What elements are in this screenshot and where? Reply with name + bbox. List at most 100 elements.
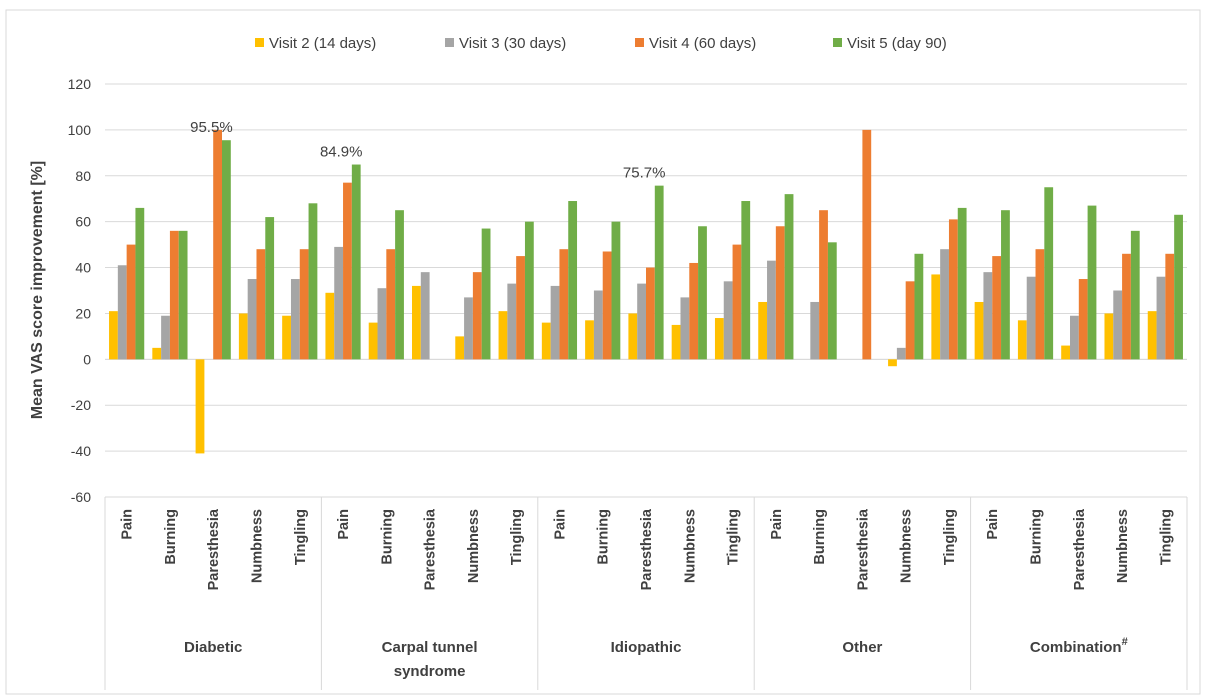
y-tick-label: 40 bbox=[75, 260, 91, 276]
bar bbox=[161, 315, 170, 360]
bar bbox=[1174, 214, 1183, 360]
bar bbox=[1070, 315, 1079, 360]
bar bbox=[213, 129, 222, 360]
bar bbox=[516, 256, 525, 360]
bar bbox=[593, 290, 603, 360]
bar bbox=[611, 221, 621, 360]
x-tick-label: Tingling bbox=[726, 509, 742, 565]
bar bbox=[368, 322, 378, 360]
bar bbox=[377, 288, 387, 360]
group-label: Carpal tunnel syndrome bbox=[382, 639, 478, 680]
bar bbox=[126, 244, 136, 360]
bar bbox=[602, 251, 612, 360]
bars bbox=[109, 129, 1183, 454]
y-tick-label: 0 bbox=[83, 351, 91, 367]
bar bbox=[420, 272, 430, 360]
legend-label: Visit 4 (60 days) bbox=[649, 35, 756, 52]
group-label-line: syndrome bbox=[394, 663, 466, 680]
bar bbox=[689, 262, 699, 360]
bar bbox=[974, 301, 984, 360]
bar bbox=[1044, 187, 1054, 360]
bar bbox=[940, 249, 949, 360]
x-tick-label: Paresthesia bbox=[639, 508, 655, 590]
bar bbox=[741, 201, 751, 360]
bar bbox=[135, 207, 145, 360]
bar bbox=[550, 285, 560, 360]
bar bbox=[282, 315, 291, 360]
bar bbox=[931, 274, 941, 360]
y-tick-label: 80 bbox=[75, 168, 91, 184]
bar bbox=[256, 249, 266, 360]
x-tick-label: Numbness bbox=[682, 509, 698, 583]
group-label: Diabetic bbox=[184, 639, 242, 656]
bar bbox=[1001, 210, 1010, 360]
bar bbox=[775, 226, 785, 360]
x-tick-label: Burning bbox=[596, 509, 612, 565]
x-tick-label: Pain bbox=[336, 509, 352, 540]
bar bbox=[637, 283, 646, 360]
data-label: 75.7% bbox=[623, 165, 666, 182]
x-tick-label: Burning bbox=[163, 509, 179, 565]
bar bbox=[117, 265, 127, 360]
bar bbox=[1113, 290, 1123, 360]
legend-swatch bbox=[445, 38, 454, 47]
bar bbox=[265, 217, 275, 360]
bar bbox=[671, 324, 681, 360]
x-tick-label: Numbness bbox=[466, 509, 482, 583]
x-tick-label: Tingling bbox=[509, 509, 525, 565]
bar bbox=[308, 203, 318, 360]
bar bbox=[723, 281, 733, 360]
bar bbox=[169, 230, 179, 360]
data-label: 95.5% bbox=[190, 119, 233, 136]
bar bbox=[1078, 279, 1088, 360]
x-tick-label: Tingling bbox=[1158, 509, 1174, 565]
x-axis: Pain Burning Paresthesia Numbness Tingling Di… bbox=[104, 497, 1188, 690]
x-tick-label: Pain bbox=[120, 509, 136, 540]
legend-label: Visit 5 (day 90) bbox=[847, 35, 947, 52]
y-tick-label: 120 bbox=[68, 76, 92, 92]
bar bbox=[628, 313, 638, 360]
bar bbox=[559, 249, 569, 360]
bar bbox=[498, 311, 508, 360]
x-tick-label: Paresthesia bbox=[423, 508, 439, 590]
x-tick-label: Numbness bbox=[1115, 509, 1131, 583]
x-tick-label: Tingling bbox=[293, 509, 309, 565]
legend-label: Visit 2 (14 days) bbox=[269, 35, 376, 52]
bar bbox=[905, 281, 915, 360]
bar bbox=[646, 267, 655, 360]
x-tick-label: Tingling bbox=[942, 509, 958, 565]
bar bbox=[862, 129, 872, 360]
x-tick-label: Pain bbox=[769, 509, 785, 540]
x-tick-label: Numbness bbox=[899, 509, 915, 583]
y-tick-label: -60 bbox=[71, 489, 91, 505]
bar bbox=[810, 301, 820, 360]
bar bbox=[1035, 249, 1045, 360]
bar bbox=[568, 201, 578, 360]
bar bbox=[714, 318, 724, 360]
bar bbox=[983, 272, 993, 360]
bar bbox=[455, 336, 465, 360]
x-tick-label: Burning bbox=[1029, 509, 1045, 565]
legend-swatch bbox=[255, 38, 264, 47]
x-tick-label: Numbness bbox=[249, 509, 265, 583]
bar bbox=[238, 313, 248, 360]
bar bbox=[464, 297, 473, 360]
bar bbox=[299, 249, 309, 360]
bar bbox=[247, 279, 257, 360]
group-label: Combination# bbox=[1030, 636, 1128, 656]
bar bbox=[819, 210, 828, 360]
bar bbox=[1017, 320, 1027, 360]
bar bbox=[654, 185, 664, 360]
y-tick-label: 60 bbox=[75, 214, 91, 230]
bar bbox=[957, 207, 967, 360]
bar bbox=[152, 347, 162, 360]
bar bbox=[680, 297, 690, 360]
group-label-text: Diabetic bbox=[184, 639, 242, 656]
bar bbox=[541, 322, 551, 360]
group-label: Idiopathic bbox=[611, 639, 682, 656]
bar bbox=[896, 347, 906, 360]
group-label-text: Idiopathic bbox=[611, 639, 682, 656]
annotations: 95.5% 84.9% 75.7% bbox=[190, 119, 665, 181]
group-label-line: Carpal tunnel bbox=[382, 639, 478, 656]
